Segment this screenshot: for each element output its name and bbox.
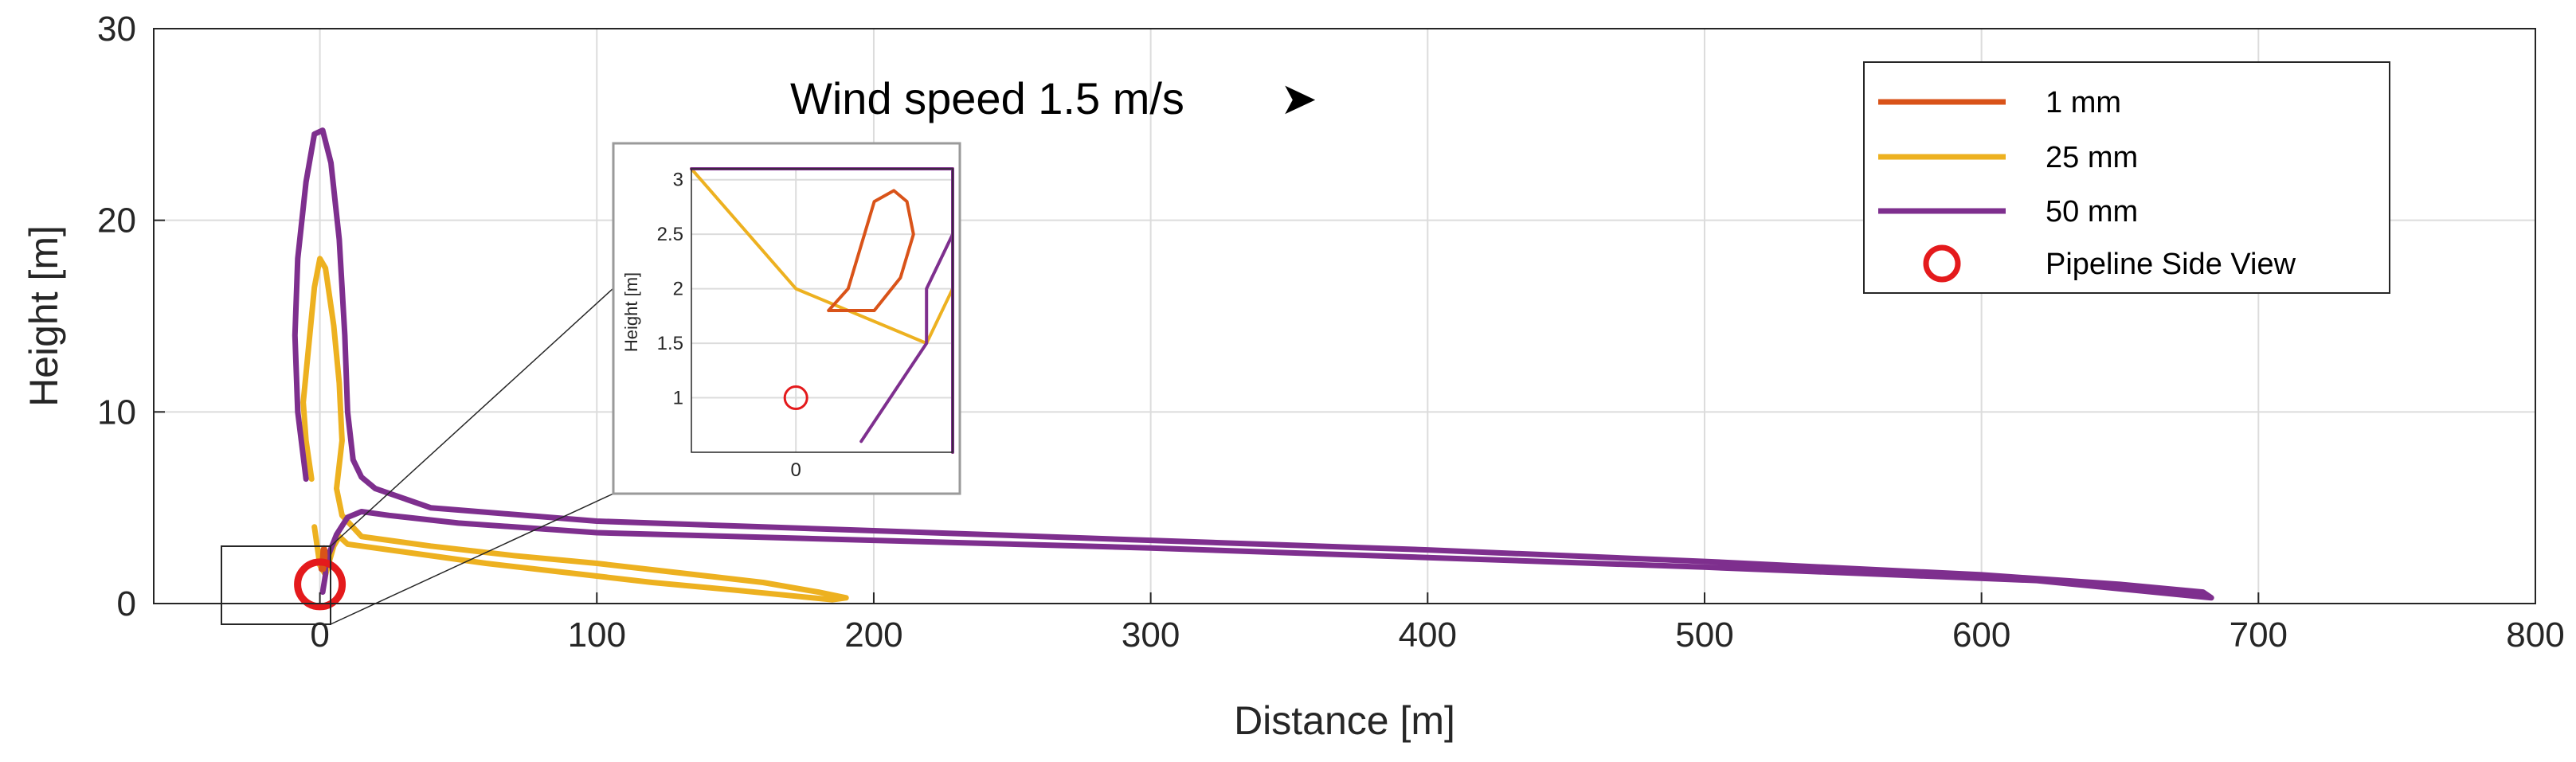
legend-marker-pipeline bbox=[1923, 244, 1961, 283]
inset-x-tick-label: 0 bbox=[791, 459, 801, 481]
legend: 1 mm 25 mm 50 mm Pipeline Side View bbox=[1863, 61, 2390, 294]
wind-arrow-icon: ➤ bbox=[1280, 73, 1317, 123]
x-tick-label: 800 bbox=[2506, 615, 2564, 655]
x-tick-label: 500 bbox=[1675, 615, 1733, 655]
inset-axes bbox=[691, 169, 953, 452]
x-tick-label: 600 bbox=[1952, 615, 2010, 655]
y-tick-label: 20 bbox=[97, 201, 136, 240]
legend-label-25mm: 25 mm bbox=[2046, 141, 2138, 174]
y-axis-label: Height [m] bbox=[22, 225, 66, 407]
x-tick-label: 200 bbox=[844, 615, 902, 655]
series-line-50-mm bbox=[292, 127, 2214, 601]
inset-series-line-1-mm bbox=[827, 189, 915, 312]
inset-y-tick-label: 1.5 bbox=[657, 333, 683, 354]
inset-y-tick-label: 2 bbox=[673, 279, 683, 300]
x-axis-label: Distance [m] bbox=[1234, 698, 1455, 743]
legend-label-50mm: 50 mm bbox=[2046, 195, 2138, 229]
y-tick-label: 0 bbox=[117, 584, 136, 623]
zoom-box bbox=[221, 545, 331, 625]
inset-plot: 1 1.5 2 2.5 3 0 Height [m] bbox=[612, 142, 961, 495]
inset-y-tick-label: 3 bbox=[673, 170, 683, 191]
inset-axes-frame bbox=[691, 168, 953, 453]
x-tick-label: 100 bbox=[568, 615, 626, 655]
inset-y-axis-label: Height [m] bbox=[621, 272, 641, 352]
inset-y-tick-label: 2.5 bbox=[657, 224, 683, 245]
zoom-connector-top bbox=[330, 287, 614, 547]
inset-y-tick-label: 1 bbox=[673, 388, 683, 409]
plot-frame bbox=[153, 28, 2536, 604]
plot-series bbox=[292, 127, 2214, 611]
x-tick-label: 700 bbox=[2230, 615, 2288, 655]
inset-ticks: 1 1.5 2 2.5 3 0 bbox=[657, 170, 801, 481]
y-tick-label: 10 bbox=[97, 393, 136, 432]
inset-pipeline-marker bbox=[783, 385, 808, 411]
y-tick-label: 30 bbox=[97, 10, 136, 49]
series-line-25-mm bbox=[300, 256, 849, 603]
wind-annotation: Wind speed 1.5 m/s ➤ bbox=[790, 73, 1317, 123]
x-tick-label: 400 bbox=[1399, 615, 1457, 655]
x-tick-label: 300 bbox=[1122, 615, 1180, 655]
pipeline-marker bbox=[294, 558, 346, 611]
wind-annotation-text: Wind speed 1.5 m/s bbox=[790, 73, 1184, 123]
legend-label-1mm: 1 mm bbox=[2046, 86, 2121, 119]
inset-grid bbox=[691, 169, 953, 452]
zoom-connector-bottom bbox=[330, 493, 614, 625]
x-tick-label: 0 bbox=[310, 615, 329, 655]
legend-label-pipeline: Pipeline Side View bbox=[2046, 248, 2296, 281]
